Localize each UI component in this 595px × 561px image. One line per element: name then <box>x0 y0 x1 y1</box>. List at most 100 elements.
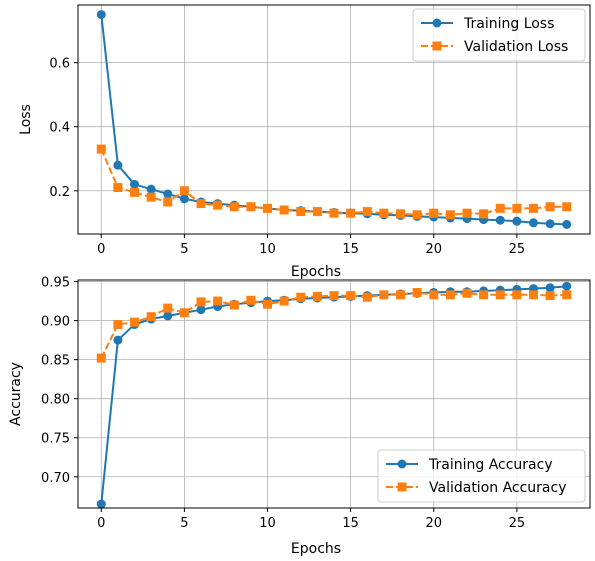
data-point <box>379 290 389 300</box>
data-point <box>196 199 206 209</box>
data-point <box>362 207 372 217</box>
data-point <box>395 209 405 219</box>
y-tick-label: 0.6 <box>49 57 70 72</box>
legend-label: Validation Loss <box>464 39 568 55</box>
x-tick-label: 15 <box>342 242 359 257</box>
series-line-2 <box>100 291 567 359</box>
x-axis-label: Epochs <box>291 541 341 557</box>
data-point <box>545 202 555 212</box>
data-point <box>412 210 422 220</box>
data-point <box>179 308 189 318</box>
data-point <box>479 290 489 300</box>
data-point <box>545 283 555 293</box>
x-tick-label: 25 <box>509 242 526 257</box>
series-line-2 <box>100 148 567 216</box>
legend-label: Training Accuracy <box>428 457 553 473</box>
x-tick-label: 5 <box>180 516 188 531</box>
data-point <box>395 290 405 300</box>
data-point <box>96 144 106 154</box>
data-point <box>346 291 356 301</box>
x-tick-label: 20 <box>425 242 442 257</box>
data-point <box>562 202 572 212</box>
y-axis-label: Accuracy <box>8 362 24 426</box>
legend-marker <box>397 459 407 469</box>
legend-box <box>412 8 586 62</box>
data-point <box>362 292 372 302</box>
legend-marker <box>432 41 442 51</box>
data-point <box>429 208 439 218</box>
data-point <box>279 296 289 306</box>
y-tick-label: 0.75 <box>41 432 70 447</box>
x-tick-label: 0 <box>97 242 105 257</box>
data-point <box>96 353 106 363</box>
data-point <box>329 291 339 301</box>
data-point <box>495 215 505 225</box>
data-point <box>229 202 239 212</box>
data-point <box>429 290 439 300</box>
data-point <box>512 290 522 300</box>
data-point <box>146 192 156 202</box>
y-tick-label: 0.80 <box>41 393 70 408</box>
data-point <box>479 209 489 219</box>
data-point <box>213 296 223 306</box>
data-point <box>545 219 555 229</box>
x-tick-label: 10 <box>259 242 276 257</box>
data-point <box>528 290 538 300</box>
data-point <box>113 160 123 170</box>
y-tick-label: 0.70 <box>41 471 70 486</box>
y-tick-label: 0.95 <box>41 276 70 291</box>
chart-panel-2: 0 5 10 15 20 25 0.70 0.75 0.80 0.85 0.90 0.95 Epochs… <box>8 276 591 557</box>
data-point <box>163 303 173 313</box>
legend: Training Accuracy Validation Accuracy <box>377 449 586 503</box>
x-axis-label: Epochs <box>291 264 341 280</box>
data-point <box>528 203 538 213</box>
data-point <box>512 216 522 226</box>
x-tick-label: 25 <box>509 516 526 531</box>
data-point <box>163 197 173 207</box>
data-point <box>379 208 389 218</box>
axes-frame <box>77 4 591 235</box>
data-point <box>445 290 455 300</box>
data-point <box>512 203 522 213</box>
data-point <box>179 186 189 196</box>
data-point <box>462 288 472 298</box>
data-point <box>462 208 472 218</box>
data-point <box>495 290 505 300</box>
data-point <box>562 281 572 291</box>
data-point <box>213 200 223 210</box>
legend-label: Training Loss <box>463 16 554 32</box>
data-point <box>96 499 106 509</box>
data-point <box>179 194 189 204</box>
data-point <box>246 295 256 305</box>
chart-panel-1: 0 5 10 15 20 25 0.2 0.4 0.6 Epochs Loss Training Lo… <box>18 4 591 280</box>
data-point <box>130 179 140 189</box>
legend-label: Validation Accuracy <box>429 480 567 496</box>
data-point <box>146 312 156 322</box>
data-point <box>545 291 555 301</box>
data-point <box>163 189 173 199</box>
y-tick-label: 0.2 <box>49 185 70 200</box>
data-point <box>346 208 356 218</box>
data-point <box>130 317 140 327</box>
data-point <box>263 203 273 213</box>
data-point <box>163 311 173 321</box>
legend: Training Loss Validation Loss <box>412 8 586 62</box>
legend-marker <box>397 482 407 492</box>
y-tick-label: 0.4 <box>49 121 70 136</box>
data-point <box>229 300 239 310</box>
data-point <box>263 299 273 309</box>
data-point <box>495 203 505 213</box>
data-point <box>296 207 306 217</box>
data-point <box>329 208 339 218</box>
data-point <box>146 184 156 194</box>
data-point <box>196 297 206 307</box>
legend-marker <box>432 18 442 28</box>
data-point <box>113 320 123 330</box>
data-point <box>130 187 140 197</box>
data-point <box>312 207 322 217</box>
axes-frame <box>77 279 591 509</box>
x-tick-label: 0 <box>97 516 105 531</box>
x-tick-label: 5 <box>180 242 188 257</box>
data-point <box>296 292 306 302</box>
